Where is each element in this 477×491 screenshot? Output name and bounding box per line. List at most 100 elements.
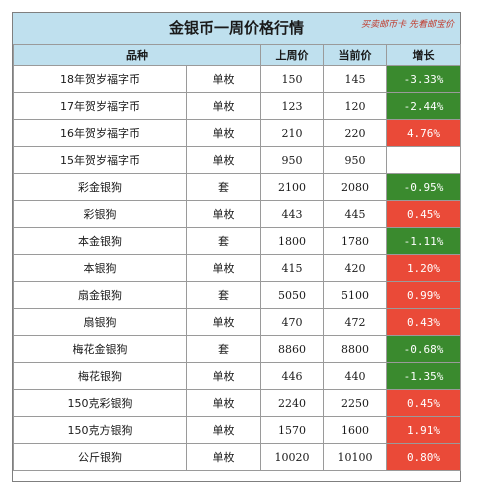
growth-cell: 0.45% (386, 200, 461, 228)
last-week-price-cell: 950 (260, 146, 324, 174)
table-header-row: 品种 上周价 当前价 增长 (13, 44, 461, 66)
table-row: 扇金银狗套 5050 5100 0.99% (13, 281, 461, 309)
last-week-price-cell: 10020 (260, 443, 324, 471)
item-name-cell: 150克彩银狗 (13, 389, 187, 417)
unit-cell: 套 (186, 227, 261, 255)
growth-cell: 0.43% (386, 308, 461, 336)
item-name-cell: 16年贺岁福字币 (13, 119, 187, 147)
slogan-watermark: 买卖邮币卡 先看邮宝价 (361, 20, 454, 30)
item-name-cell: 15年贺岁福字币 (13, 146, 187, 174)
last-week-price-cell: 150 (260, 65, 324, 93)
growth-cell: 0.45% (386, 389, 461, 417)
last-week-price-cell: 8860 (260, 335, 324, 363)
table-row: 16年贺岁福字币 单枚 210 220 4.76% (13, 119, 461, 147)
current-price-cell: 1780 (323, 227, 387, 255)
growth-cell: -3.33% (386, 65, 461, 93)
growth-cell: 0.80% (386, 443, 461, 471)
current-price-cell: 445 (323, 200, 387, 228)
last-week-price-cell: 443 (260, 200, 324, 228)
table-row: 本银狗 单枚 415 420 1.20% (13, 254, 461, 282)
growth-cell: -0.95% (386, 173, 461, 201)
last-week-price-cell: 1570 (260, 416, 324, 444)
col-header-current: 当前价 (323, 44, 387, 66)
current-price-cell: 950 (323, 146, 387, 174)
page-title: 金银币一周价格行情 (168, 19, 304, 37)
current-price-cell: 420 (323, 254, 387, 282)
table-row: 公斤银狗 单枚 10020 10100 0.80% (13, 443, 461, 471)
table-row: 彩银狗 单枚 443 445 0.45% (13, 200, 461, 228)
last-week-price-cell: 446 (260, 362, 324, 390)
table-row: 扇银狗 单枚 470 472 0.43% (13, 308, 461, 336)
unit-cell: 单枚 (186, 92, 261, 120)
current-price-cell: 145 (323, 65, 387, 93)
last-week-price-cell: 2100 (260, 173, 324, 201)
table-row: 梅花银狗 单枚 446 440 -1.35% (13, 362, 461, 390)
price-table: 品种 上周价 当前价 增长 18年贺岁福字币 单枚 150 145 -3.33% 17年贺… (13, 44, 461, 471)
last-week-price-cell: 415 (260, 254, 324, 282)
last-week-price-cell: 210 (260, 119, 324, 147)
table-row: 150克方银狗 单枚 1570 1600 1.91% (13, 416, 461, 444)
unit-cell: 套 (186, 335, 261, 363)
table-row: 150克彩银狗 单枚 2240 2250 0.45% (13, 389, 461, 417)
growth-cell: 1.20% (386, 254, 461, 282)
unit-cell: 单枚 (186, 119, 261, 147)
growth-cell: -2.44% (386, 92, 461, 120)
table-row: 15年贺岁福字币 单枚 950 950 (13, 146, 461, 174)
growth-cell: 4.76% (386, 119, 461, 147)
item-name-cell: 彩金银狗 (13, 173, 187, 201)
col-header-item: 品种 (13, 44, 261, 66)
unit-cell: 单枚 (186, 308, 261, 336)
item-name-cell: 17年贺岁福字币 (13, 92, 187, 120)
item-name-cell: 本银狗 (13, 254, 187, 282)
unit-cell: 单枚 (186, 443, 261, 471)
table-row: 本金银狗套 1800 1780 -1.11% (13, 227, 461, 255)
unit-cell: 单枚 (186, 200, 261, 228)
current-price-cell: 472 (323, 308, 387, 336)
last-week-price-cell: 5050 (260, 281, 324, 309)
growth-cell: 0.99% (386, 281, 461, 309)
current-price-cell: 440 (323, 362, 387, 390)
unit-cell: 单枚 (186, 362, 261, 390)
title-bar: 金银币一周价格行情 买卖邮币卡 先看邮宝价 (13, 13, 460, 45)
last-week-price-cell: 1800 (260, 227, 324, 255)
col-header-growth: 增长 (386, 44, 461, 66)
current-price-cell: 2250 (323, 389, 387, 417)
item-name-cell: 扇金银狗 (13, 281, 187, 309)
unit-cell: 单枚 (186, 254, 261, 282)
growth-cell: -1.11% (386, 227, 461, 255)
item-name-cell: 本金银狗 (13, 227, 187, 255)
unit-cell: 单枚 (186, 389, 261, 417)
item-name-cell: 彩银狗 (13, 200, 187, 228)
last-week-price-cell: 2240 (260, 389, 324, 417)
current-price-cell: 8800 (323, 335, 387, 363)
current-price-cell: 5100 (323, 281, 387, 309)
current-price-cell: 120 (323, 92, 387, 120)
unit-cell: 单枚 (186, 65, 261, 93)
table-row: 17年贺岁福字币 单枚 123 120 -2.44% (13, 92, 461, 120)
current-price-cell: 1600 (323, 416, 387, 444)
growth-cell: 1.91% (386, 416, 461, 444)
growth-cell: -0.68% (386, 335, 461, 363)
growth-cell (386, 146, 461, 174)
last-week-price-cell: 470 (260, 308, 324, 336)
table-row: 彩金银狗套 2100 2080 -0.95% (13, 173, 461, 201)
last-week-price-cell: 123 (260, 92, 324, 120)
item-name-cell: 梅花金银狗 (13, 335, 187, 363)
unit-cell: 单枚 (186, 146, 261, 174)
item-name-cell: 公斤银狗 (13, 443, 187, 471)
unit-cell: 单枚 (186, 416, 261, 444)
table-row: 18年贺岁福字币 单枚 150 145 -3.33% (13, 65, 461, 93)
item-name-cell: 18年贺岁福字币 (13, 65, 187, 93)
price-sheet: 金银币一周价格行情 买卖邮币卡 先看邮宝价 品种 上周价 当前价 增长 18年贺… (12, 12, 461, 482)
current-price-cell: 10100 (323, 443, 387, 471)
col-header-last-week: 上周价 (260, 44, 324, 66)
current-price-cell: 2080 (323, 173, 387, 201)
item-name-cell: 扇银狗 (13, 308, 187, 336)
unit-cell: 套 (186, 173, 261, 201)
table-body: 18年贺岁福字币 单枚 150 145 -3.33% 17年贺岁福字币 单枚 123 120 -2… (13, 65, 461, 471)
unit-cell: 套 (186, 281, 261, 309)
growth-cell: -1.35% (386, 362, 461, 390)
table-row: 梅花金银狗套 8860 8800 -0.68% (13, 335, 461, 363)
current-price-cell: 220 (323, 119, 387, 147)
item-name-cell: 150克方银狗 (13, 416, 187, 444)
